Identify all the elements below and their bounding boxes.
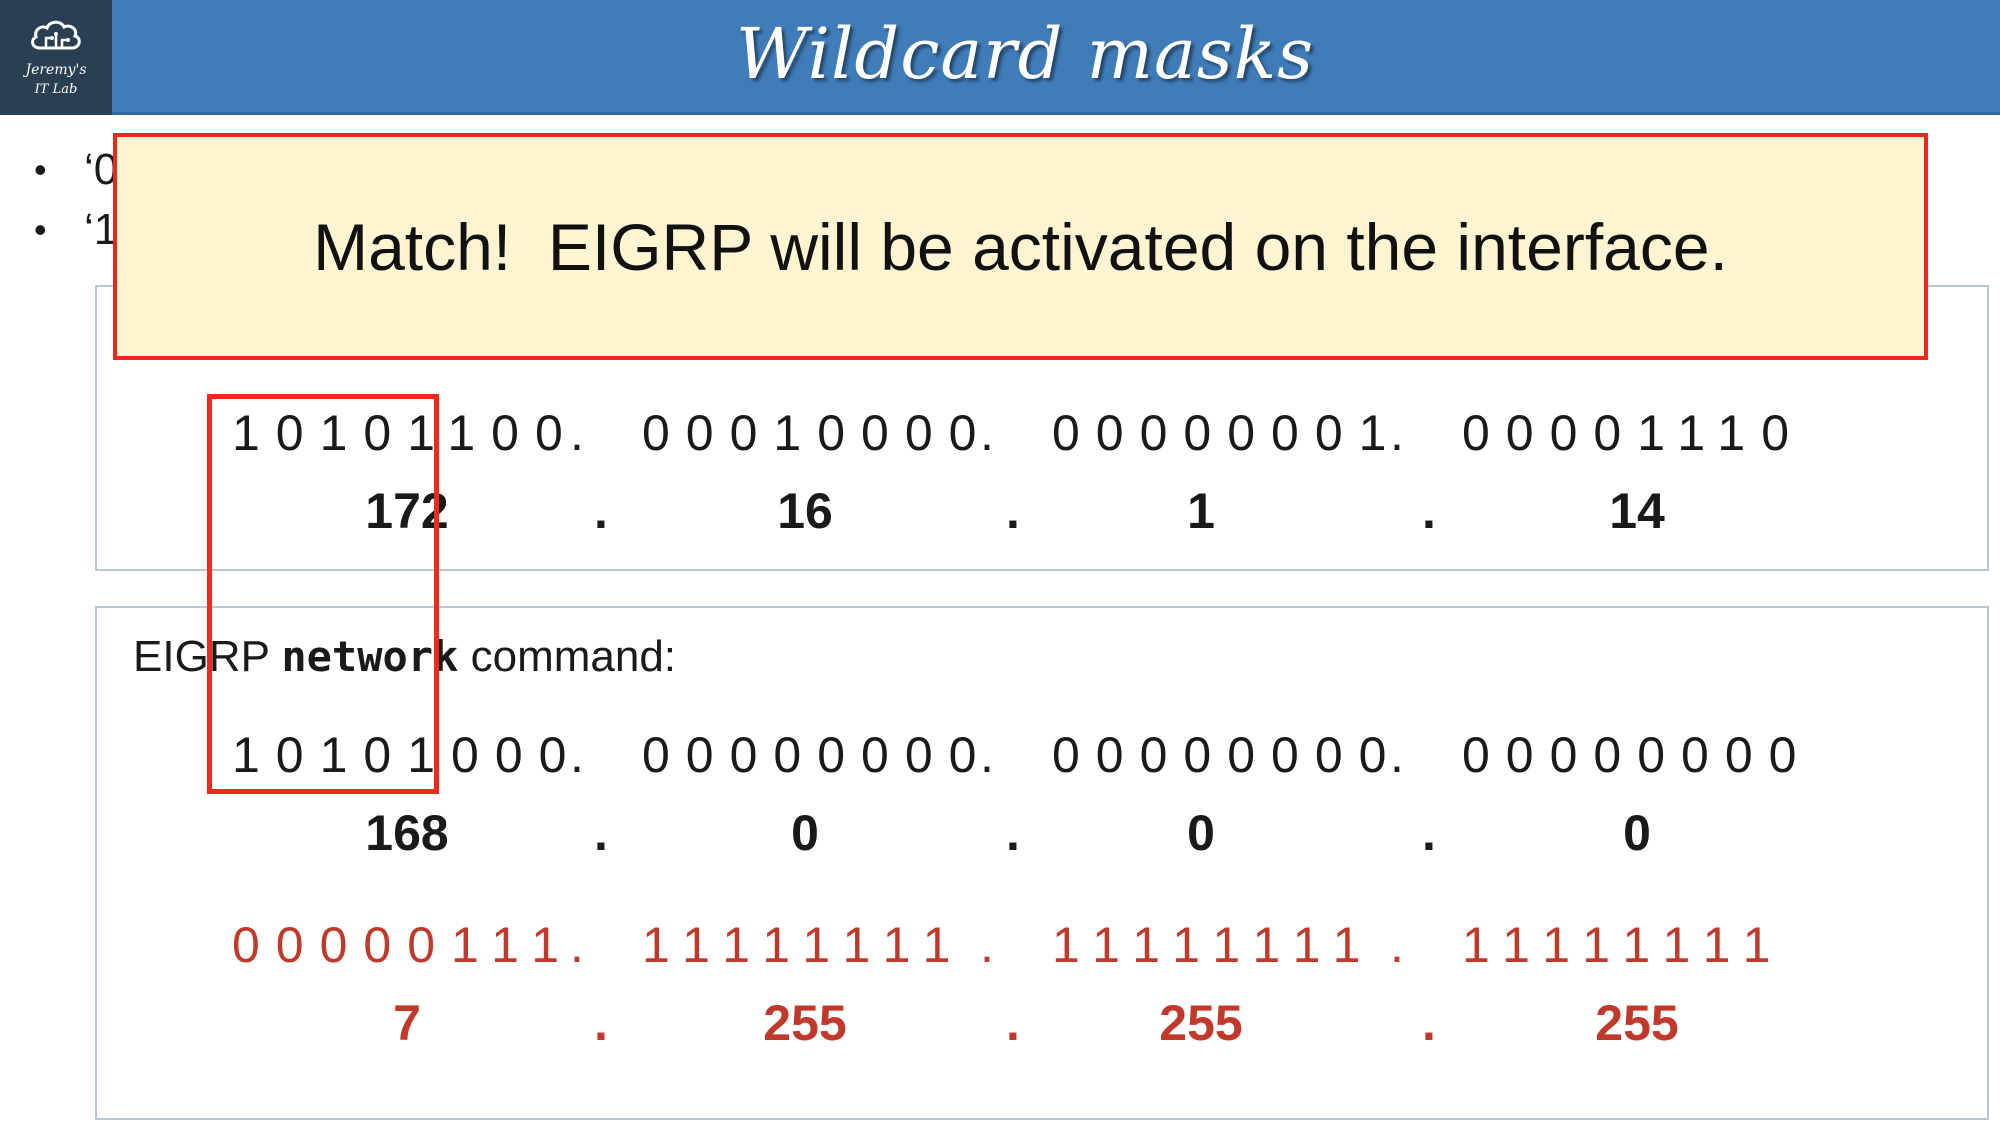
decimal-octet: 0 <box>1623 805 1651 861</box>
octet-separator: . <box>1006 483 1020 539</box>
octet-separator: . <box>1422 995 1436 1051</box>
wildcard-binary-row: 00000111 . 11111111 . 11111111 . 1111111… <box>232 916 1812 974</box>
binary-octet: 11111111 <box>642 917 967 973</box>
logo-text-line2: IT Lab <box>34 82 78 97</box>
bullet-text: ‘1 <box>84 205 119 254</box>
octet-separator: . <box>980 727 1010 783</box>
decimal-octet: 0 <box>791 805 819 861</box>
octet-separator: . <box>1422 483 1436 539</box>
decimal-octet: 255 <box>763 995 847 1051</box>
binary-octet: 00000000 <box>1462 727 1813 783</box>
binary-octet: 00000000 <box>1052 727 1403 783</box>
matching-bits-highlight <box>207 394 439 794</box>
bullet-text: ‘0 <box>84 145 119 194</box>
network-decimal-row: 168 . 0 . 0 . 0 <box>0 804 1800 864</box>
octet-separator: . <box>594 483 608 539</box>
decimal-octet: 1 <box>1187 483 1215 539</box>
jeremys-it-lab-logo: Jeremy's IT Lab <box>0 0 112 115</box>
decimal-octet: 255 <box>1595 995 1679 1051</box>
decimal-octet: 168 <box>365 805 449 861</box>
binary-octet: 00010000 <box>642 405 993 461</box>
octet-separator: . <box>1006 805 1020 861</box>
brain-cloud-icon <box>31 20 81 50</box>
decimal-octet: 16 <box>777 483 833 539</box>
logo-text-line1: Jeremy's <box>25 62 87 78</box>
binary-octet: 00000111 <box>232 917 576 973</box>
octet-separator: . <box>594 995 608 1051</box>
octet-separator: . <box>980 917 1010 973</box>
network-binary-row: 10101000 . 00000000 . 00000000 . 0000000… <box>232 726 1812 784</box>
binary-octet: 00001110 <box>1462 405 1806 461</box>
binary-octet: 00000000 <box>642 727 993 783</box>
label-prefix: EIGRP <box>133 632 282 681</box>
network-keyword: network <box>281 632 459 681</box>
octet-separator: . <box>1390 917 1420 973</box>
wildcard-decimal-row: 7 . 255 . 255 . 255 <box>0 994 1800 1054</box>
octet-separator: . <box>1422 805 1436 861</box>
bullet-list: • ‘0 • ‘1 <box>34 140 118 260</box>
octet-separator: . <box>1390 405 1420 461</box>
octet-separator: . <box>570 727 600 783</box>
octet-separator: . <box>570 917 600 973</box>
bullet-item: • ‘0 <box>34 140 118 200</box>
octet-separator: . <box>594 805 608 861</box>
binary-octet: 00000001 <box>1052 405 1403 461</box>
interface-decimal-row: 172 . 16 . 1 . 14 <box>0 482 1800 542</box>
slide-header: Jeremy's IT Lab Wildcard masks <box>0 0 2000 115</box>
binary-octet: 11111111 <box>1052 917 1377 973</box>
network-command-box <box>95 606 1989 1120</box>
decimal-octet: 7 <box>393 995 421 1051</box>
octet-separator: . <box>980 405 1010 461</box>
octet-separator: . <box>1006 995 1020 1051</box>
bullet-dot: • <box>34 209 47 250</box>
bullet-item: • ‘1 <box>34 200 118 260</box>
octet-separator: . <box>570 405 600 461</box>
slide-title: Wildcard masks <box>735 13 1315 95</box>
decimal-octet: 0 <box>1187 805 1215 861</box>
label-suffix: command: <box>458 632 677 681</box>
interface-binary-row: 10101100 . 00010000 . 00000001 . 0000111… <box>232 404 1812 462</box>
match-callout: Match! EIGRP will be activated on the in… <box>113 133 1928 360</box>
decimal-octet: 255 <box>1159 995 1243 1051</box>
binary-octet: 10101000 <box>232 727 583 783</box>
bullet-dot: • <box>34 149 47 190</box>
binary-octet: 11111111 <box>1462 917 1787 973</box>
network-command-label: EIGRP network command: <box>133 632 676 682</box>
decimal-octet: 14 <box>1609 483 1665 539</box>
octet-separator: . <box>1390 727 1420 783</box>
binary-octet: 10101100 <box>232 405 579 461</box>
